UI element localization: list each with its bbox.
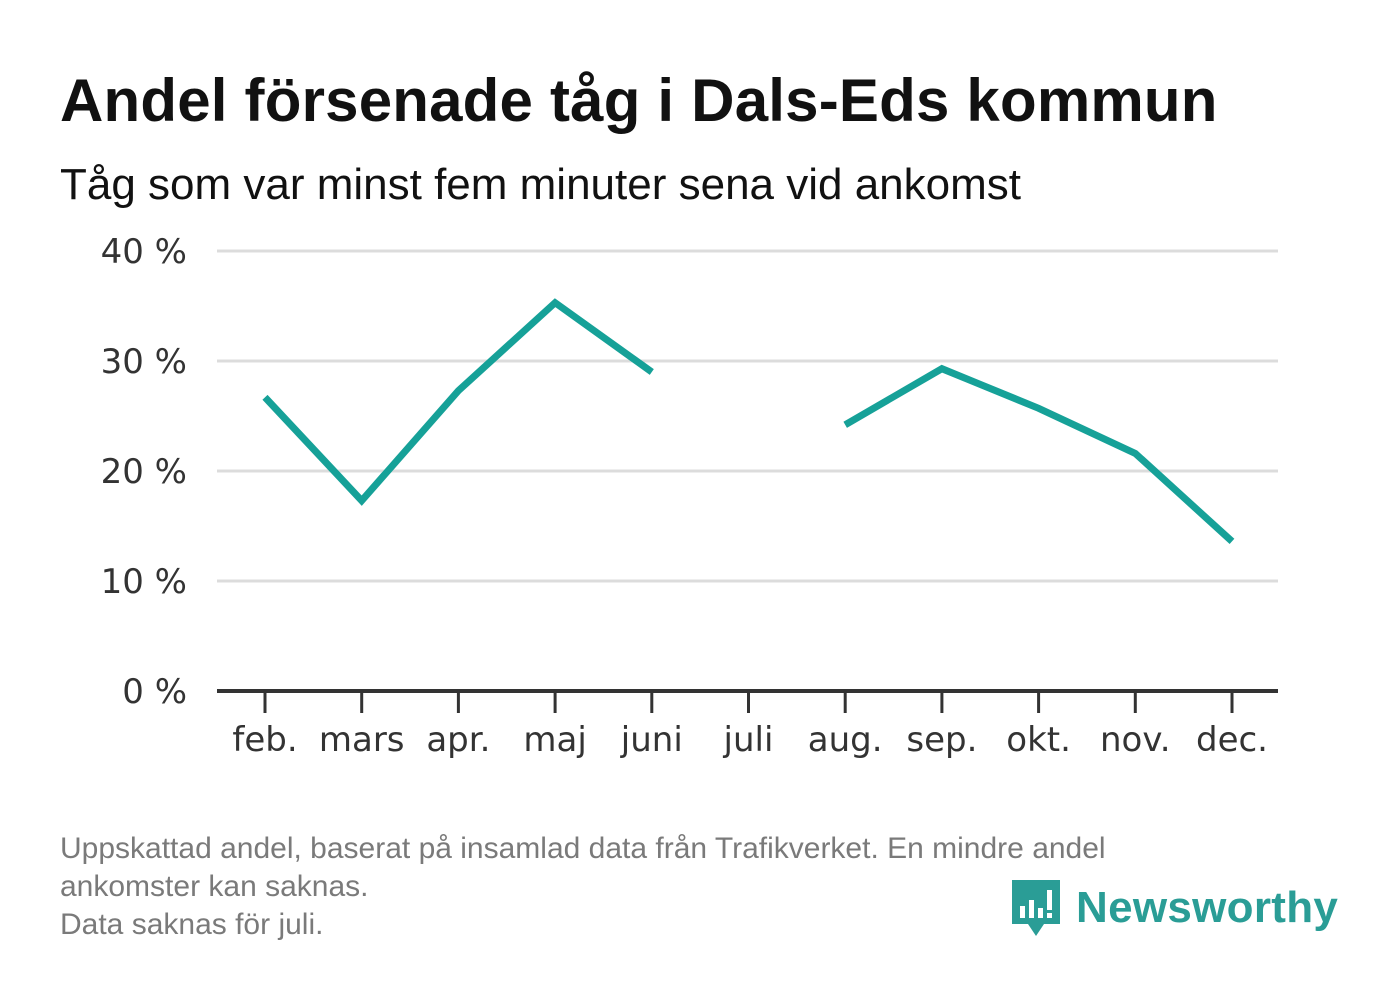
series-lines bbox=[262, 298, 1235, 544]
y-tick-label: 10 % bbox=[101, 562, 187, 602]
y-tick-label: 20 % bbox=[101, 452, 187, 492]
footnote-line-1: Uppskattad andel, baserat på insamlad da… bbox=[60, 832, 1106, 865]
x-tick-label: okt. bbox=[1006, 720, 1071, 760]
footnote-line-2: ankomster kan saknas. bbox=[60, 870, 369, 903]
grid-lines bbox=[217, 249, 1278, 583]
series-line-segment-1 bbox=[262, 298, 654, 506]
series-line-segment-2 bbox=[843, 364, 1235, 544]
brand-name: Newsworthy bbox=[1076, 883, 1339, 932]
x-tick-label: maj bbox=[523, 720, 586, 760]
y-tick-label: 0 % bbox=[122, 672, 187, 712]
newsworthy-logo-icon bbox=[1012, 880, 1060, 936]
x-tick-label: nov. bbox=[1100, 720, 1171, 760]
x-tick-label: mars bbox=[319, 720, 405, 760]
x-tick-label: aug. bbox=[808, 720, 883, 760]
footnote: Uppskattad andel, baserat på insamlad da… bbox=[60, 830, 1320, 944]
x-tick-label: juli bbox=[723, 720, 774, 760]
brand-logo: Newsworthy bbox=[1010, 878, 1338, 938]
chart-title: Andel försenade tåg i Dals-Eds kommun bbox=[60, 67, 1218, 134]
y-axis-labels: 0 % 10 % 20 % 30 % 40 % bbox=[101, 232, 187, 712]
chart-subtitle: Tåg som var minst fem minuter sena vid a… bbox=[60, 160, 1021, 209]
line-chart: 0 % 10 % 20 % 30 % 40 % feb. mars apr. maj juni j… bbox=[101, 232, 1278, 760]
x-tick-label: feb. bbox=[232, 720, 297, 760]
footnote-line-3: Data saknas för juli. bbox=[60, 908, 324, 941]
x-axis: feb. mars apr. maj juni juli aug. sep. okt. nov. d… bbox=[217, 689, 1278, 760]
y-tick-label: 40 % bbox=[101, 232, 187, 272]
x-tick-label: dec. bbox=[1196, 720, 1268, 760]
x-tick-label: sep. bbox=[906, 720, 977, 760]
x-tick-label: apr. bbox=[426, 720, 490, 760]
x-tick-label: juni bbox=[620, 720, 683, 760]
y-tick-label: 30 % bbox=[101, 342, 187, 382]
